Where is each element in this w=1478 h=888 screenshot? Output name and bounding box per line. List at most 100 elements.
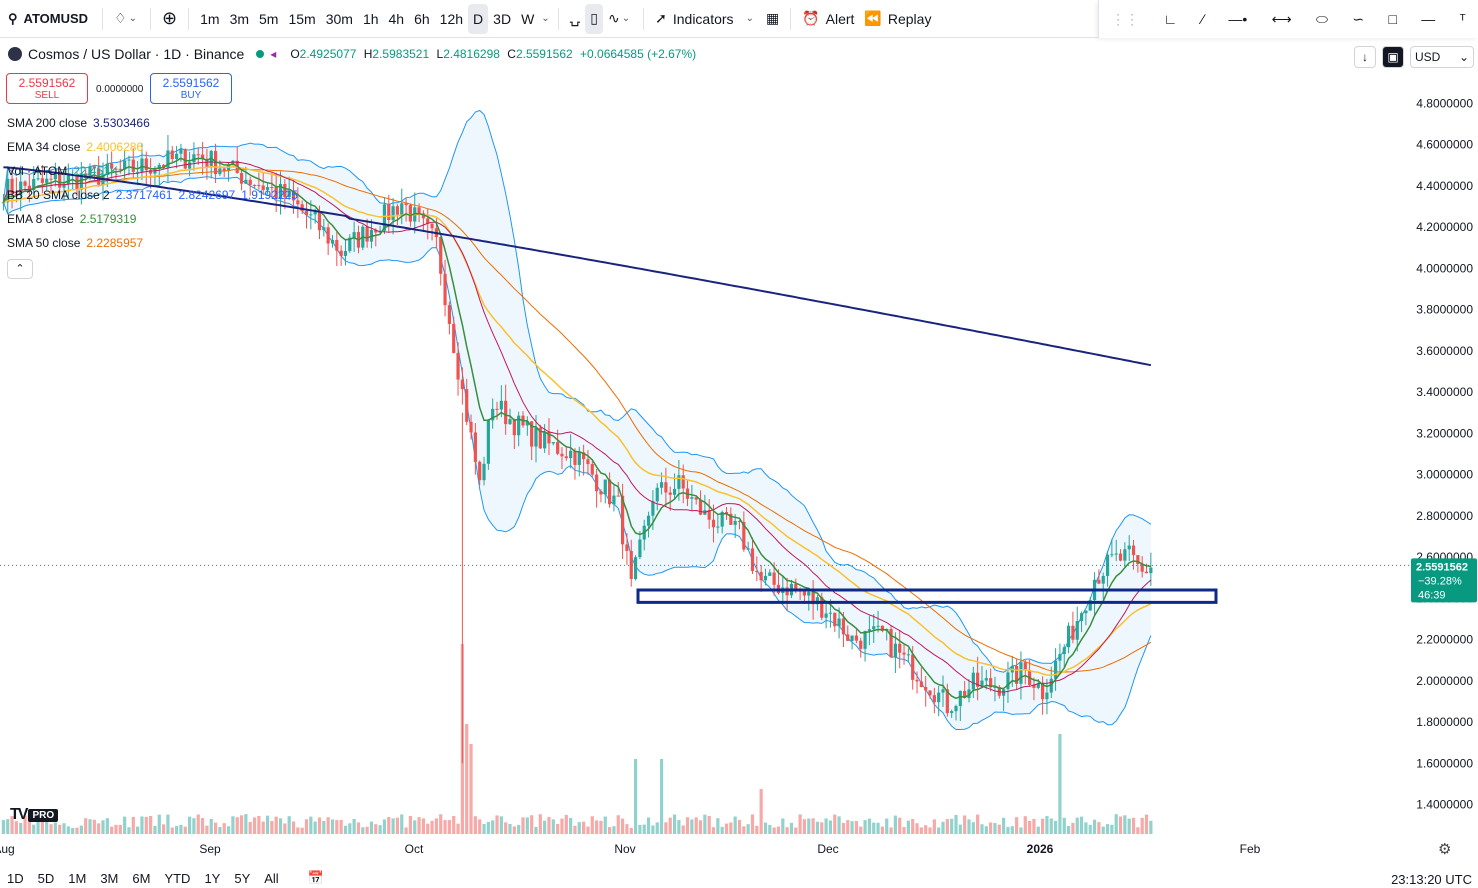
volume-bar xyxy=(694,817,698,834)
volume-bar xyxy=(374,824,378,834)
horizontal-line-icon[interactable]: — xyxy=(1421,11,1436,27)
volume-bar xyxy=(612,826,616,834)
timeframe-3m[interactable]: 3m xyxy=(229,10,250,27)
indicator-row[interactable]: EMA 34 close 2.4006286 xyxy=(7,140,143,154)
currency-select[interactable]: USD ⌄ xyxy=(1410,46,1474,68)
candle-body xyxy=(1101,575,1105,584)
timeframe-more-chevron-icon[interactable]: ⌄ xyxy=(541,13,550,24)
candle-body xyxy=(1062,647,1066,655)
calendar-icon[interactable]: 📅 xyxy=(307,870,324,885)
indicator-name: Vol · ATOM xyxy=(7,164,68,178)
symbol-search[interactable]: ⚲ ATOMUSD xyxy=(0,11,96,27)
indicators-button[interactable]: ➚ Indicators ⌄ xyxy=(650,4,761,34)
candle-body xyxy=(586,459,590,465)
divider xyxy=(790,7,792,30)
candle-body xyxy=(924,687,928,691)
timeframe-1m[interactable]: 1m xyxy=(200,10,220,27)
candle-body xyxy=(711,519,716,528)
candle-body xyxy=(859,640,863,649)
bar-style-button[interactable]: ⍽ xyxy=(565,4,586,34)
tradingview-logo[interactable]: TV PRO xyxy=(10,806,59,824)
timeframe-d[interactable]: D xyxy=(468,3,489,34)
chevron-down-icon: ⌄ xyxy=(621,13,631,24)
volume-bar xyxy=(707,815,711,834)
collapse-legend-button[interactable]: ⌃ xyxy=(7,259,33,279)
timeframe-12h[interactable]: 12h xyxy=(439,10,464,27)
indicator-row[interactable]: BB 20 SMA close 2 2.3717461 2.8242697 1.919… xyxy=(7,188,298,202)
timeframe-15m[interactable]: 15m xyxy=(288,10,316,27)
range-ytd[interactable]: YTD xyxy=(164,870,191,886)
candle-body xyxy=(1019,662,1023,684)
indicator-row[interactable]: SMA 50 close 2.2285957 xyxy=(7,236,143,250)
text-tool-icon[interactable]: ᵀ xyxy=(1459,11,1466,27)
line-style-button[interactable]: ∿ ⌄ xyxy=(603,4,637,34)
more-options-icon[interactable]: ◂ xyxy=(270,47,277,61)
indicator-row[interactable]: SMA 200 close 3.5303466 xyxy=(7,116,150,130)
drag-handle-icon[interactable]: ⋮⋮ xyxy=(1111,10,1140,27)
date-range-icon[interactable]: ⟷ xyxy=(1271,10,1292,27)
trendline-tool-icon[interactable]: ∕ xyxy=(1201,11,1204,27)
layouts-button[interactable]: ▦ xyxy=(761,4,784,34)
gear-icon[interactable]: ⚙ xyxy=(1438,841,1452,858)
timeframe-6h[interactable]: 6h xyxy=(414,10,430,27)
range-6m[interactable]: 6M xyxy=(132,870,151,886)
candle-body xyxy=(932,695,936,703)
candle-body xyxy=(200,154,205,159)
auto-scale-icon[interactable]: ▣ xyxy=(1382,46,1404,68)
volume-bar xyxy=(802,819,807,834)
range-5d[interactable]: 5D xyxy=(37,870,55,886)
y-tick-label: 3.2000000 xyxy=(1416,426,1473,440)
buy-button[interactable]: 2.5591562 BUY xyxy=(150,73,232,104)
indicator-row[interactable]: EMA 8 close 2.5179319 xyxy=(7,212,136,226)
volume-bar xyxy=(179,824,183,834)
volume-bar xyxy=(937,827,941,834)
candle-body xyxy=(582,452,586,460)
timeframe-1h[interactable]: 1h xyxy=(362,10,379,27)
volume-bar xyxy=(646,817,651,834)
arrow-down-icon[interactable]: ↓ xyxy=(1354,46,1376,68)
alert-button[interactable]: ⏰ Alert xyxy=(797,4,859,34)
angle-tool-icon[interactable]: ∟ xyxy=(1163,11,1178,27)
candle-body xyxy=(911,654,915,680)
range-5y[interactable]: 5Y xyxy=(234,870,251,886)
candle-body xyxy=(854,635,859,641)
tv-logo-mark: TV xyxy=(10,806,29,823)
range-all[interactable]: All xyxy=(264,870,279,886)
horizontal-ray-icon[interactable]: —• xyxy=(1228,11,1248,27)
timeframe-30m[interactable]: 30m xyxy=(325,10,353,27)
price-chart[interactable]: 4.8000000 4.6000000 4.4000000 4.2000000 4.00… xyxy=(0,0,1478,868)
candle-body xyxy=(36,178,40,180)
replay-button[interactable]: ⏪ Replay xyxy=(859,4,936,34)
volume-bar xyxy=(711,827,716,834)
range-1y[interactable]: 1Y xyxy=(204,870,221,886)
range-1m[interactable]: 1M xyxy=(68,870,87,886)
utc-clock[interactable]: 23:13:20 UTC xyxy=(1391,872,1472,887)
indicator-row[interactable]: Vol · ATOM 22.451K xyxy=(7,164,118,178)
timeframe-w[interactable]: W xyxy=(521,10,535,27)
ellipse-tool-icon[interactable]: ⬭ xyxy=(1316,10,1328,27)
add-symbol-button[interactable]: ⊕ xyxy=(157,4,182,34)
volume-bar xyxy=(703,814,707,834)
candle-body xyxy=(400,203,404,215)
indicator-value: 2.2285957 xyxy=(86,236,144,250)
range-1d[interactable]: 1D xyxy=(7,870,24,886)
rectangle-tool-icon[interactable]: □ xyxy=(1388,11,1397,27)
volume-bar xyxy=(1110,824,1114,834)
candle-body xyxy=(66,174,70,184)
candle-body xyxy=(322,227,326,231)
volume-bar xyxy=(625,824,629,834)
timeframe-3d[interactable]: 3D xyxy=(493,10,512,27)
curve-tool-icon[interactable]: ∽ xyxy=(1352,10,1365,27)
sell-button[interactable]: 2.5591562 SELL xyxy=(6,73,88,104)
candle-body xyxy=(140,158,144,172)
candle-body xyxy=(495,408,499,410)
compare-button[interactable]: ♢ ⌄ xyxy=(109,4,144,34)
chevron-down-icon: ⌄ xyxy=(745,13,754,24)
volume-bar xyxy=(733,816,737,834)
range-3m[interactable]: 3M xyxy=(100,870,119,886)
candle-body xyxy=(162,164,166,168)
candle-body xyxy=(92,166,96,169)
timeframe-5m[interactable]: 5m xyxy=(259,10,279,27)
candles-style-button[interactable]: ▯ xyxy=(585,3,603,34)
timeframe-4h[interactable]: 4h xyxy=(388,10,405,27)
